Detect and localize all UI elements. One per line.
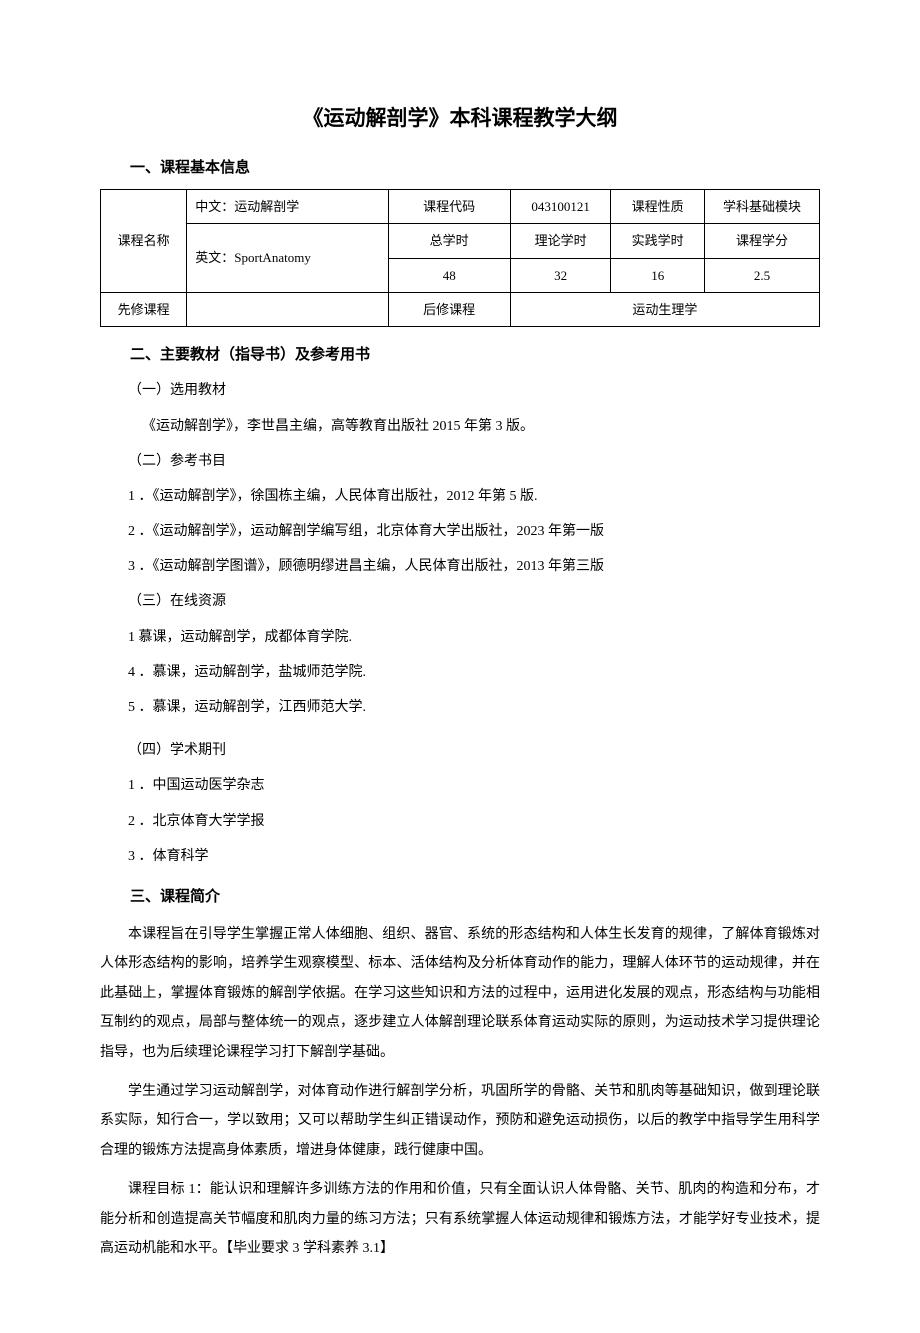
page-title: 《运动解剖学》本科课程教学大纲 (100, 100, 820, 138)
cell-total-hours-value: 48 (388, 258, 510, 292)
cell-postreq-label: 后修课程 (388, 292, 510, 326)
cell-practice-hours-value: 16 (611, 258, 704, 292)
list-item: 3 ．《运动解剖学图谱》，顾德明缪进昌主编，人民体育出版社，2013 年第三版 (100, 554, 820, 579)
cell-practice-hours-label: 实践学时 (611, 224, 704, 258)
cell-postreq-value: 运动生理学 (510, 292, 819, 326)
list-item: 2 ．《运动解剖学》，运动解剖学编写组，北京体育大学出版社，2023 年第一版 (100, 519, 820, 544)
cell-nature-value: 学科基础模块 (704, 189, 819, 223)
cell-course-name-label: 课程名称 (101, 189, 187, 292)
cell-en-name: 英文：SportAnatomy (187, 224, 388, 293)
list-item: 《运动解剖学》，李世昌主编，高等教育出版社 2015 年第 3 版。 (100, 414, 820, 439)
subsection-journals: （四）学术期刊 (100, 738, 820, 763)
cell-cn-name: 中文：运动解剖学 (187, 189, 388, 223)
list-item: 1 慕课，运动解剖学，成都体育学院. (100, 625, 820, 650)
cell-nature-label: 课程性质 (611, 189, 704, 223)
course-intro-p1: 本课程旨在引导学生掌握正常人体细胞、组织、器官、系统的形态结构和人体生长发育的规… (100, 920, 820, 1067)
subsection-online: （三）在线资源 (100, 589, 820, 614)
cell-total-hours-label: 总学时 (388, 224, 510, 258)
list-item: 3 ．体育科学 (100, 844, 820, 869)
cell-theory-hours-value: 32 (510, 258, 611, 292)
cell-theory-hours-label: 理论学时 (510, 224, 611, 258)
cell-credits-label: 课程学分 (704, 224, 819, 258)
cell-credits-value: 2.5 (704, 258, 819, 292)
section-1-header: 一、课程基本信息 (100, 154, 820, 181)
list-item: 1 ．中国运动医学杂志 (100, 773, 820, 798)
subsection-textbook: （一）选用教材 (100, 378, 820, 403)
cell-code-value: 043100121 (510, 189, 611, 223)
section-2-header: 二、主要教材（指导书）及参考用书 (100, 341, 820, 368)
list-item: 4 ．慕课，运动解剖学，盐城师范学院. (100, 660, 820, 685)
section-3-header: 三、课程简介 (100, 883, 820, 910)
table-row: 英文：SportAnatomy 总学时 理论学时 实践学时 课程学分 (101, 224, 820, 258)
cell-prereq-label: 先修课程 (101, 292, 187, 326)
course-intro-p2: 学生通过学习运动解剖学，对体育动作进行解剖学分析，巩固所学的骨骼、关节和肌肉等基… (100, 1077, 820, 1165)
table-row: 课程名称 中文：运动解剖学 课程代码 043100121 课程性质 学科基础模块 (101, 189, 820, 223)
course-goal-1: 课程目标 1：能认识和理解许多训练方法的作用和价值，只有全面认识人体骨骼、关节、… (100, 1175, 820, 1263)
list-item: 2 ．北京体育大学学报 (100, 809, 820, 834)
list-item: 1 ．《运动解剖学》，徐国栋主编，人民体育出版社，2012 年第 5 版. (100, 484, 820, 509)
cell-prereq-value (187, 292, 388, 326)
cell-code-label: 课程代码 (388, 189, 510, 223)
subsection-references: （二）参考书目 (100, 449, 820, 474)
list-item: 5 ．慕课，运动解剖学，江西师范大学. (100, 695, 820, 720)
table-row: 先修课程 后修课程 运动生理学 (101, 292, 820, 326)
course-info-table: 课程名称 中文：运动解剖学 课程代码 043100121 课程性质 学科基础模块… (100, 189, 820, 328)
